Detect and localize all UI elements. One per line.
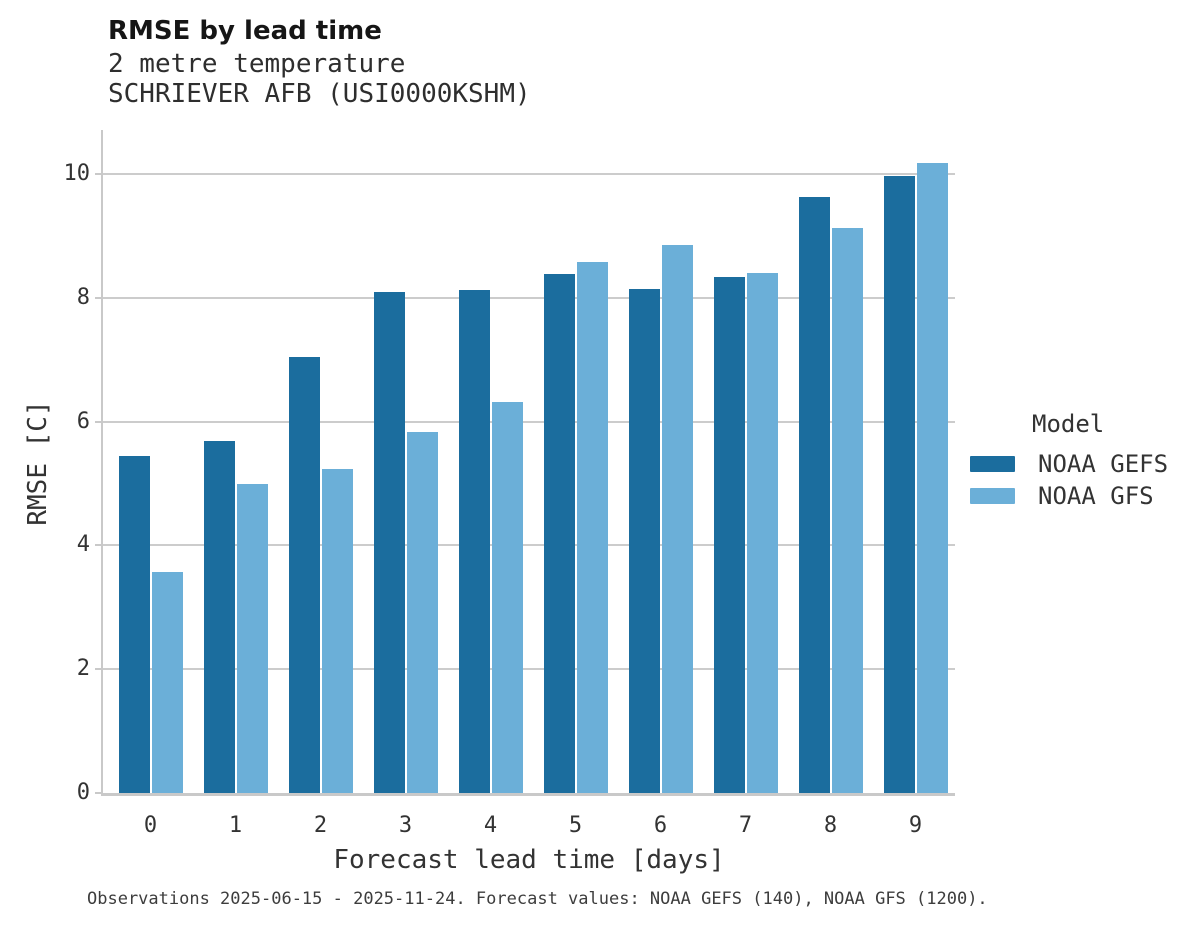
legend: Model NOAA GEFS NOAA GFS bbox=[970, 410, 1192, 510]
y-tick-label-8: 8 bbox=[76, 284, 90, 310]
bar-noaa-gefs-9 bbox=[883, 175, 915, 793]
x-tick-label-5: 5 bbox=[568, 813, 583, 838]
x-axis-title: Forecast lead time [days] bbox=[333, 845, 725, 875]
legend-title: Model bbox=[1032, 410, 1105, 438]
y-tick-label-0: 0 bbox=[76, 780, 90, 805]
x-tick-label-6: 6 bbox=[653, 813, 668, 838]
y-tick-label-6: 6 bbox=[76, 408, 90, 434]
y-tick-4 bbox=[95, 544, 103, 547]
gridline-y-8 bbox=[103, 296, 955, 299]
bar-noaa-gfs-2 bbox=[321, 469, 353, 793]
legend-item-noaa-gefs: NOAA GEFS bbox=[970, 450, 1192, 478]
chart-subtitle: 2 metre temperature SCHRIEVER AFB (USI00… bbox=[108, 49, 531, 109]
y-axis-spine bbox=[101, 130, 103, 796]
subtitle-line-1: 2 metre temperature bbox=[108, 49, 406, 79]
y-tick-label-10: 10 bbox=[63, 160, 91, 186]
x-tick-label-7: 7 bbox=[738, 813, 753, 838]
y-axis-title: RMSE [C] bbox=[23, 400, 53, 526]
y-tick-6 bbox=[95, 420, 103, 423]
y-tick-label-4: 4 bbox=[76, 532, 90, 558]
bar-noaa-gefs-5 bbox=[543, 274, 575, 793]
bar-noaa-gfs-5 bbox=[576, 262, 608, 793]
y-tick-0 bbox=[95, 792, 103, 794]
bar-noaa-gefs-3 bbox=[373, 292, 405, 793]
gridline-y-4 bbox=[103, 544, 955, 547]
y-tick-8 bbox=[95, 296, 103, 299]
bar-noaa-gfs-7 bbox=[746, 273, 778, 793]
x-tick-label-0: 0 bbox=[143, 813, 158, 838]
x-tick-label-8: 8 bbox=[823, 813, 838, 838]
bar-noaa-gefs-7 bbox=[713, 276, 745, 793]
legend-label-noaa-gefs: NOAA GEFS bbox=[1038, 450, 1169, 478]
bar-noaa-gfs-9 bbox=[916, 162, 948, 793]
bar-noaa-gefs-1 bbox=[203, 440, 235, 793]
subtitle-line-2: SCHRIEVER AFB (USI0000KSHM) bbox=[108, 78, 531, 109]
bar-noaa-gfs-8 bbox=[831, 227, 863, 793]
x-tick-label-3: 3 bbox=[398, 813, 413, 838]
y-tick-label-2: 2 bbox=[76, 656, 90, 682]
bar-noaa-gefs-6 bbox=[628, 289, 660, 793]
x-axis-spine bbox=[101, 793, 955, 796]
x-tick-label-9: 9 bbox=[908, 813, 923, 838]
bar-noaa-gfs-4 bbox=[491, 402, 523, 793]
legend-items: NOAA GEFS NOAA GFS bbox=[970, 450, 1192, 510]
y-tick-2 bbox=[95, 668, 103, 671]
chart-title: RMSE by lead time bbox=[108, 16, 382, 46]
gridline-y-2 bbox=[103, 668, 955, 671]
bar-noaa-gfs-6 bbox=[661, 244, 693, 793]
legend-swatch-noaa-gefs bbox=[970, 456, 1015, 472]
gridline-y-6 bbox=[103, 420, 955, 423]
x-tick-label-4: 4 bbox=[483, 813, 498, 838]
bar-noaa-gefs-2 bbox=[288, 357, 320, 793]
bar-noaa-gefs-4 bbox=[458, 289, 490, 793]
legend-swatch-noaa-gfs bbox=[970, 488, 1015, 504]
x-tick-label-1: 1 bbox=[228, 813, 243, 838]
bar-noaa-gefs-8 bbox=[798, 196, 830, 793]
bar-noaa-gefs-0 bbox=[118, 456, 150, 793]
bar-noaa-gfs-1 bbox=[236, 484, 268, 793]
y-tick-10 bbox=[95, 172, 103, 175]
legend-label-noaa-gfs: NOAA GFS bbox=[1038, 482, 1154, 510]
bar-noaa-gfs-0 bbox=[151, 572, 183, 793]
caption: Observations 2025-06-15 - 2025-11-24. Fo… bbox=[87, 889, 988, 909]
legend-item-noaa-gfs: NOAA GFS bbox=[970, 482, 1192, 510]
x-tick-label-2: 2 bbox=[313, 813, 328, 838]
gridline-y-10 bbox=[103, 172, 955, 175]
bar-noaa-gfs-3 bbox=[406, 432, 438, 793]
plot-area bbox=[101, 130, 955, 796]
